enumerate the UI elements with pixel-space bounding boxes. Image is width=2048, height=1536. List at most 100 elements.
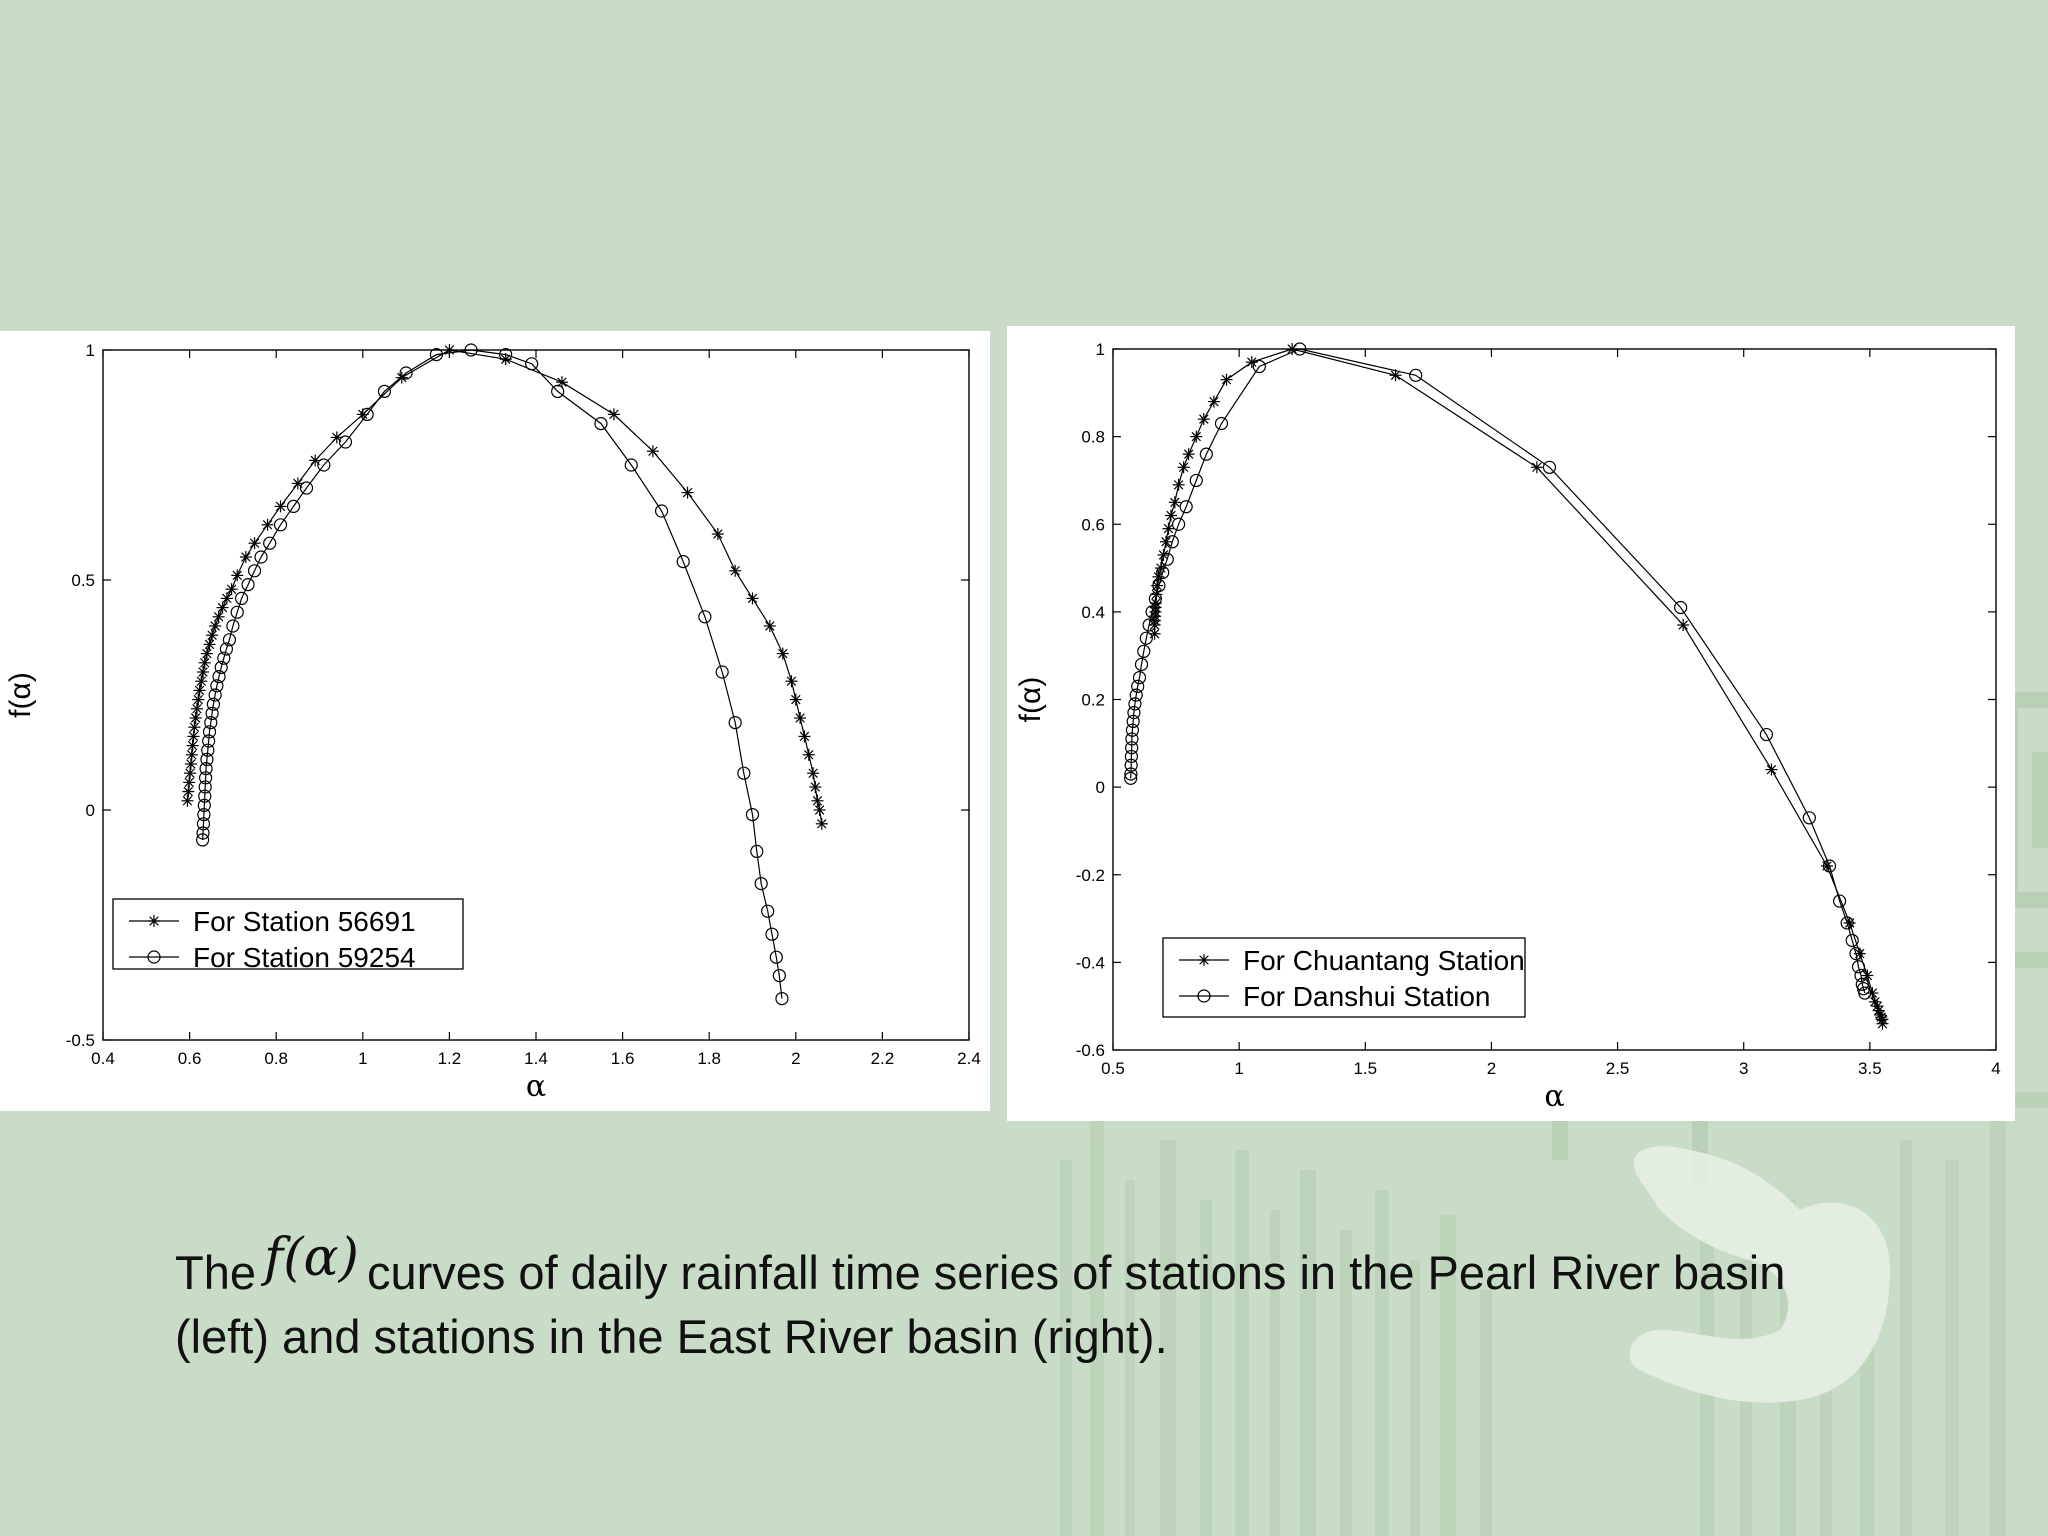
x-tick-label: 1.2 [438, 1049, 462, 1068]
data-point [198, 780, 212, 794]
data-point [776, 647, 789, 660]
data-point [711, 528, 724, 540]
data-point [1125, 732, 1139, 746]
data-point [499, 348, 513, 362]
data-point [811, 794, 824, 807]
x-tick-label: 1 [1234, 1059, 1243, 1078]
data-point [1182, 448, 1195, 461]
y-tick-label: 1 [86, 341, 95, 360]
data-point [1198, 954, 1210, 966]
left-chart: 0.4 0.6 0.8 1 1.2 1.4 1.6 1.8 2 2.2 2.4 -0.5 0 0.5 1 α f… [4, 341, 981, 1104]
data-point [1802, 811, 1816, 825]
data-point [186, 739, 199, 752]
data-point [299, 481, 314, 495]
series-1 [181, 344, 828, 830]
data-point [1148, 592, 1162, 606]
y-tick-label: -0.6 [1076, 1041, 1105, 1060]
data-point [772, 968, 786, 983]
data-point [216, 601, 229, 614]
data-point [1252, 359, 1266, 374]
data-point [206, 629, 219, 642]
data-point [185, 748, 198, 761]
data-point [1858, 986, 1872, 1000]
x-tick-label: 0.6 [178, 1049, 202, 1068]
data-point [1293, 342, 1307, 356]
x-tick-label: 2.2 [871, 1049, 895, 1068]
data-point [1128, 697, 1142, 711]
data-point [1854, 968, 1868, 983]
data-point [1409, 368, 1423, 382]
data-point [1129, 688, 1143, 702]
data-point [197, 808, 211, 822]
data-point [1127, 706, 1141, 720]
data-point [189, 712, 202, 724]
series-2 [1124, 342, 1872, 1000]
x-axis-label: α [526, 1069, 546, 1104]
x-tick-label: 2 [1487, 1059, 1496, 1078]
data-point [195, 833, 210, 847]
data-point [794, 712, 807, 724]
data-point [208, 688, 222, 702]
data-point [214, 660, 228, 674]
data-point [1530, 461, 1543, 474]
data-point [209, 620, 222, 632]
y-axis-label: f(α) [1014, 677, 1047, 723]
y-tick-label: 1 [1096, 340, 1105, 359]
x-tick-label: 0.8 [264, 1049, 288, 1068]
data-point [789, 693, 802, 706]
x-tick-label: 2.4 [957, 1049, 981, 1068]
legend-label: For Station 56691 [193, 906, 416, 937]
x-tick-label: 4 [1991, 1059, 2000, 1078]
y-tick-label: 0.5 [71, 571, 95, 590]
data-point [197, 798, 211, 812]
data-point [210, 679, 224, 693]
data-point [202, 734, 216, 748]
data-point [220, 592, 233, 605]
data-point [1145, 605, 1159, 619]
legend-label: For Station 59254 [193, 942, 416, 973]
data-point [555, 376, 568, 389]
data-point [1765, 763, 1778, 776]
caption-text: curves of daily rainfall time series of … [175, 1246, 1786, 1363]
data-point [1542, 460, 1557, 474]
data-point [1142, 618, 1156, 632]
data-point [1124, 771, 1138, 785]
data-point [195, 675, 208, 688]
data-point [1197, 413, 1210, 426]
data-point [234, 591, 249, 605]
x-tick-label: 1.6 [611, 1049, 635, 1068]
data-point [184, 767, 197, 780]
data-point [1125, 723, 1140, 737]
data-point [1132, 670, 1147, 685]
legend-entry: For Danshui Station [1179, 981, 1490, 1012]
data-point [763, 620, 776, 632]
data-point [230, 605, 244, 619]
data-point [1124, 749, 1139, 764]
data-point [1876, 1017, 1889, 1030]
data-point [261, 518, 274, 531]
y-tick-label: -0.5 [66, 1031, 95, 1050]
data-point [199, 762, 213, 776]
data-point [182, 785, 195, 798]
data-point [802, 748, 815, 761]
legend-label: For Danshui Station [1243, 981, 1490, 1012]
data-point [187, 730, 200, 743]
data-point [338, 435, 353, 449]
data-point [1131, 679, 1145, 693]
data-point [813, 804, 826, 816]
data-point [1822, 859, 1837, 873]
data-point [594, 416, 608, 431]
data-point [607, 408, 620, 421]
x-tick-label: 0.5 [1101, 1059, 1125, 1078]
data-point [196, 826, 210, 840]
data-point [1165, 535, 1179, 549]
data-point [681, 486, 694, 499]
data-point [1207, 395, 1220, 408]
left-chart-panel: 0.4 0.6 0.8 1 1.2 1.4 1.6 1.8 2 2.2 2.4 -0.5 0 0.5 1 α f… [0, 331, 990, 1111]
series-line [1130, 348, 1866, 994]
data-point [429, 348, 444, 362]
data-point [1126, 714, 1140, 729]
data-point [1851, 960, 1866, 974]
data-point [654, 504, 669, 518]
caption-prefix: The [175, 1246, 256, 1299]
